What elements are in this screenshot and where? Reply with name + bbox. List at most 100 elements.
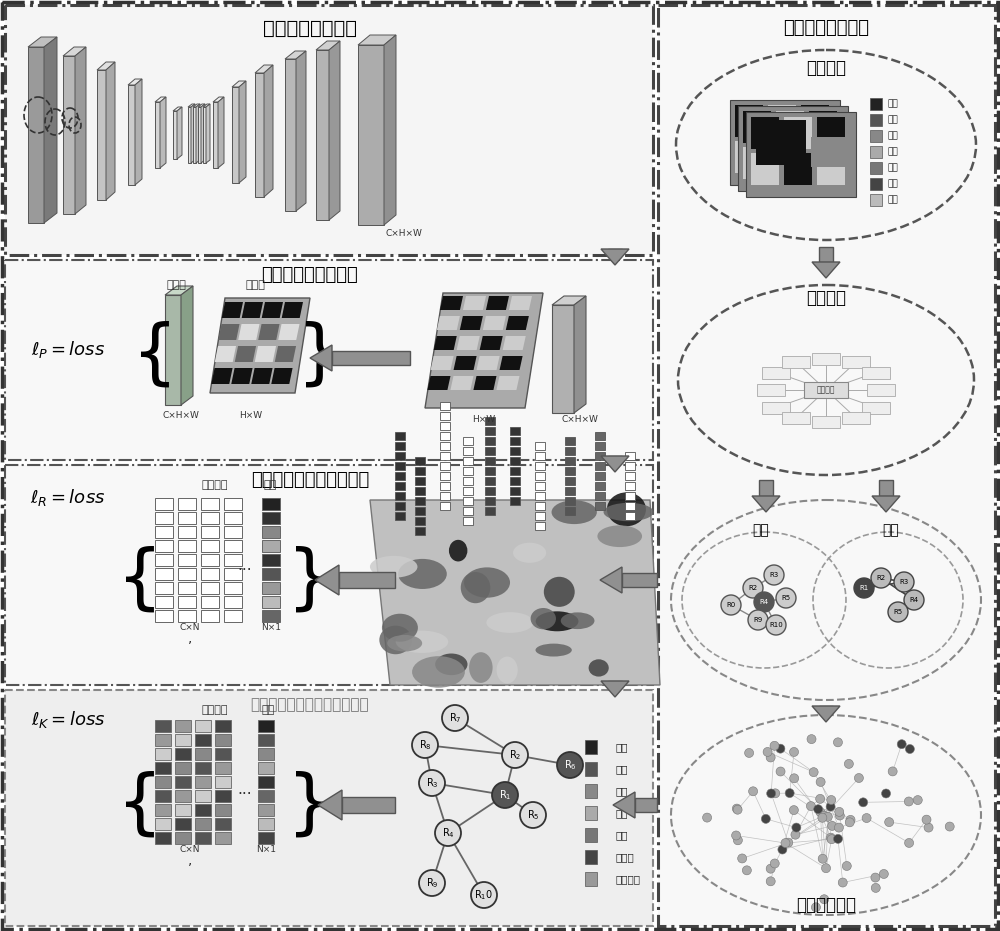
Bar <box>395 432 405 440</box>
Polygon shape <box>232 81 246 87</box>
Bar <box>258 832 274 844</box>
Circle shape <box>814 804 823 814</box>
Text: {: { <box>117 546 163 614</box>
Text: 标签图: 标签图 <box>245 280 265 290</box>
Bar <box>155 776 171 788</box>
Text: R$_7$: R$_7$ <box>449 711 461 725</box>
Bar <box>28 47 44 223</box>
Bar <box>782 356 810 368</box>
Text: R$_4$: R$_4$ <box>442 826 454 840</box>
Text: $\ell_P = loss$: $\ell_P = loss$ <box>31 340 105 360</box>
Polygon shape <box>160 97 166 168</box>
Text: {: { <box>132 320 178 389</box>
Bar <box>262 540 280 552</box>
Text: 标签数据: 标签数据 <box>806 59 846 77</box>
Bar <box>510 427 520 435</box>
Bar <box>316 50 329 220</box>
Text: 车辆: 车辆 <box>615 786 628 796</box>
Polygon shape <box>238 324 260 340</box>
Bar <box>625 502 635 510</box>
Bar <box>258 734 274 746</box>
Bar <box>195 734 211 746</box>
Bar <box>625 472 635 480</box>
Bar <box>751 153 779 185</box>
Bar <box>795 125 830 155</box>
Circle shape <box>733 836 742 844</box>
Bar <box>622 573 657 587</box>
Bar <box>332 351 410 365</box>
Bar <box>608 249 622 253</box>
Bar <box>178 568 196 580</box>
Bar <box>5 690 653 926</box>
Circle shape <box>767 789 776 798</box>
Polygon shape <box>574 296 586 413</box>
Circle shape <box>776 744 785 753</box>
Circle shape <box>904 590 924 610</box>
Bar <box>440 452 450 460</box>
Polygon shape <box>258 324 280 340</box>
Text: R3: R3 <box>899 579 909 585</box>
Text: 建筑: 建筑 <box>615 742 628 752</box>
Bar <box>5 465 653 685</box>
Bar <box>224 596 242 608</box>
Ellipse shape <box>552 500 597 524</box>
Circle shape <box>816 808 825 816</box>
Polygon shape <box>198 104 205 107</box>
Polygon shape <box>425 293 543 408</box>
Bar <box>415 487 425 495</box>
Bar <box>178 512 196 524</box>
Bar <box>746 112 856 197</box>
Bar <box>262 568 280 580</box>
Text: 遥感知识图谱构建: 遥感知识图谱构建 <box>783 19 869 37</box>
Circle shape <box>766 615 786 635</box>
Bar <box>175 748 191 760</box>
Bar <box>510 437 520 445</box>
Bar <box>740 108 790 153</box>
Bar <box>595 462 605 470</box>
Bar <box>811 137 846 167</box>
Bar <box>759 480 773 496</box>
Bar <box>5 690 653 926</box>
Bar <box>415 527 425 535</box>
Text: C×H×W: C×H×W <box>562 415 598 425</box>
Bar <box>817 153 845 185</box>
Bar <box>155 804 171 816</box>
Ellipse shape <box>469 653 493 683</box>
Polygon shape <box>310 345 332 371</box>
Circle shape <box>833 834 842 843</box>
Polygon shape <box>203 104 210 107</box>
Circle shape <box>435 820 461 846</box>
Bar <box>155 610 173 622</box>
Text: R2: R2 <box>748 585 758 591</box>
Circle shape <box>770 859 779 868</box>
Text: 先验知识: 先验知识 <box>615 874 640 884</box>
Bar <box>258 748 274 760</box>
Bar <box>784 153 812 185</box>
Text: C×N: C×N <box>180 624 200 632</box>
Bar <box>155 734 171 746</box>
Bar <box>463 447 473 455</box>
Circle shape <box>842 861 851 870</box>
Polygon shape <box>278 324 300 340</box>
Polygon shape <box>463 296 486 310</box>
Bar <box>485 427 495 435</box>
Polygon shape <box>496 376 519 390</box>
Text: 遥感对象: 遥感对象 <box>817 385 835 395</box>
Circle shape <box>835 811 844 820</box>
Bar <box>155 762 171 774</box>
Polygon shape <box>600 567 622 593</box>
Bar <box>817 117 845 149</box>
Polygon shape <box>457 336 480 350</box>
Bar <box>63 56 75 214</box>
Circle shape <box>828 821 837 830</box>
Bar <box>870 114 882 126</box>
Bar <box>867 384 895 396</box>
Text: 道路: 道路 <box>615 764 628 774</box>
Bar <box>510 487 520 495</box>
Polygon shape <box>477 356 500 370</box>
Polygon shape <box>215 346 236 362</box>
Circle shape <box>784 838 793 847</box>
Text: $\ell_K = loss$: $\ell_K = loss$ <box>31 709 105 731</box>
Text: R10: R10 <box>769 622 783 628</box>
Text: R$_2$: R$_2$ <box>509 749 521 762</box>
